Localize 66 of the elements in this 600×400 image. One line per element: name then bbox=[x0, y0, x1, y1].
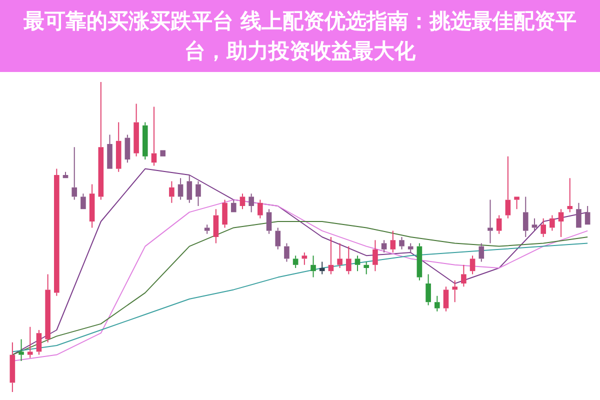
candlestick bbox=[540, 218, 546, 238]
candlestick bbox=[98, 82, 104, 200]
candlestick bbox=[532, 218, 538, 232]
candlestick bbox=[576, 202, 582, 228]
candlestick bbox=[292, 255, 298, 268]
candlestick bbox=[478, 242, 484, 262]
candlestick bbox=[107, 134, 112, 169]
candlestick bbox=[230, 199, 236, 212]
candlestick bbox=[196, 180, 201, 206]
candlestick bbox=[169, 180, 174, 204]
candlestick bbox=[319, 261, 325, 275]
candlestick bbox=[567, 178, 573, 213]
candlestick bbox=[213, 208, 219, 244]
candlestick bbox=[302, 252, 308, 266]
candlestick bbox=[240, 193, 246, 210]
candlestick bbox=[258, 199, 263, 219]
candlestick bbox=[186, 174, 192, 204]
candlestick bbox=[434, 295, 440, 312]
candlestick bbox=[266, 208, 272, 234]
candlestick bbox=[134, 103, 139, 157]
candlestick bbox=[470, 255, 476, 275]
candlestick bbox=[426, 274, 431, 306]
candlestick bbox=[381, 240, 387, 253]
candlestick bbox=[124, 134, 130, 164]
candlestick bbox=[142, 122, 148, 160]
candlestick bbox=[346, 246, 352, 275]
candlestick bbox=[89, 184, 95, 228]
candlestick bbox=[178, 178, 184, 200]
candlestick bbox=[452, 280, 458, 303]
chart-title: 最可靠的买涨买跌平台 线上配资优选指南：挑选最佳配资平台，助力投资收益最大化 bbox=[0, 0, 600, 72]
candlestick bbox=[558, 208, 564, 238]
candlestick bbox=[248, 193, 254, 213]
candlestick bbox=[584, 206, 590, 225]
candlestick bbox=[408, 242, 414, 253]
candlestick bbox=[72, 146, 78, 200]
candlestick bbox=[204, 224, 210, 234]
candlestick bbox=[328, 236, 334, 275]
candlestick bbox=[461, 264, 466, 288]
candlestick bbox=[443, 286, 449, 312]
candlestick bbox=[10, 342, 16, 392]
candlestick bbox=[488, 199, 493, 244]
candlestick bbox=[27, 326, 33, 358]
candlestick bbox=[505, 156, 511, 219]
candlestick bbox=[514, 196, 520, 210]
candlestick bbox=[45, 274, 50, 343]
candlestick bbox=[416, 242, 422, 281]
candlestick bbox=[80, 193, 86, 210]
candlestick bbox=[372, 240, 378, 272]
candlestick bbox=[222, 199, 228, 228]
candlestick bbox=[116, 122, 122, 172]
candlestick bbox=[550, 214, 555, 232]
candlestick bbox=[310, 255, 316, 278]
candlestick bbox=[496, 214, 502, 234]
candlestick bbox=[354, 255, 360, 272]
candlestick bbox=[337, 242, 342, 268]
candlestick bbox=[284, 242, 290, 262]
candlestick bbox=[275, 227, 281, 250]
candlestick bbox=[54, 168, 60, 296]
candlestick bbox=[364, 261, 370, 275]
candlestick bbox=[18, 338, 24, 362]
candlestick bbox=[36, 330, 42, 356]
candlestick bbox=[399, 236, 404, 250]
candlestick bbox=[390, 230, 396, 253]
candlestick bbox=[522, 196, 528, 238]
candlestick bbox=[62, 171, 68, 178]
candlestick bbox=[151, 106, 157, 166]
